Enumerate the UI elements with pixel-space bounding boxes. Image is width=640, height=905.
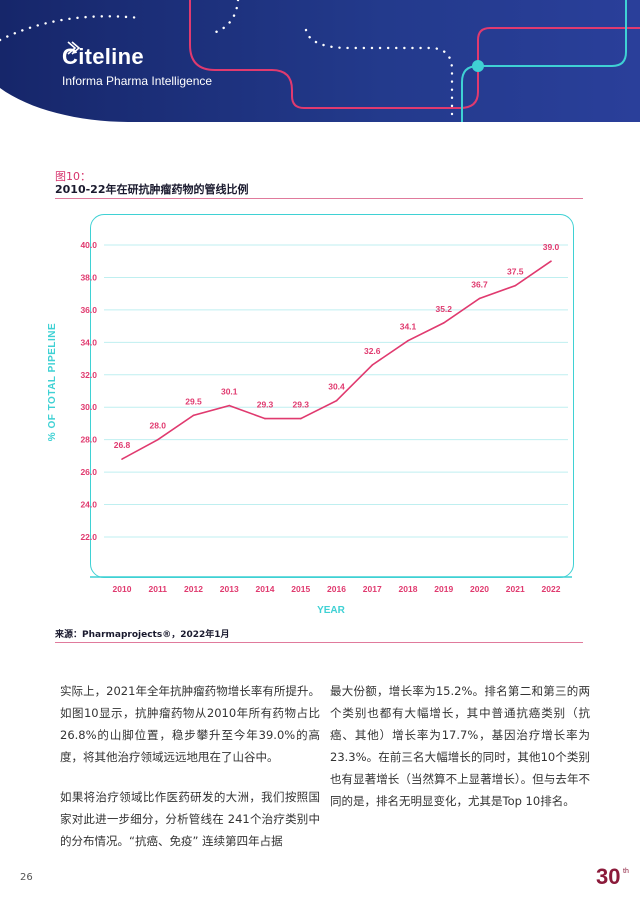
y-tick-label: 38.0 [80, 272, 97, 282]
data-label: 30.4 [328, 382, 345, 392]
x-axis-title: YEAR [317, 605, 346, 616]
x-tick-label: 2019 [434, 584, 453, 594]
data-point [156, 438, 159, 441]
paragraph: 实际上，2021年全年抗肿瘤药物增长率有所提升。如图10显示，抗肿瘤药物从201… [60, 684, 320, 764]
x-tick-label: 2012 [184, 584, 203, 594]
data-point [514, 284, 517, 287]
brand-subtitle: Informa Pharma Intelligence [62, 74, 213, 88]
body-column-left: 实际上，2021年全年抗肿瘤药物增长率有所提升。如图10显示，抗肿瘤药物从201… [60, 680, 320, 870]
figure-title: 2010-22年在研抗肿瘤药物的管线比例 [55, 183, 249, 196]
data-point [442, 322, 445, 324]
x-tick-label: 2015 [291, 584, 310, 594]
paragraph: 最大份额，增长率为15.2%。排名第二和第三的两个类别也都有大幅增长，其中普通抗… [330, 684, 590, 808]
data-point [407, 339, 409, 342]
data-label: 37.5 [507, 267, 524, 277]
data-point [192, 414, 195, 417]
data-point [335, 399, 338, 402]
data-label: 29.5 [185, 396, 202, 406]
line-chart: 40.0 38.0 36.0 34.0 32.0 30.0 28.0 26.0 24.0 22.0… [47, 240, 572, 616]
data-point [264, 417, 266, 420]
data-label: 26.8 [114, 440, 131, 450]
data-point [371, 364, 374, 366]
data-label: 28.0 [149, 421, 166, 431]
figure-source: 来源：Pharmaprojects®，2022年1月 [55, 630, 230, 640]
y-tick-label: 34.0 [80, 337, 97, 347]
body-column-right: 最大份额，增长率为15.2%。排名第二和第三的两个类别也都有大幅增长，其中普通抗… [330, 680, 590, 830]
y-tick-label: 32.0 [80, 370, 97, 380]
brand-block: Citeline Informa Pharma Intelligence [62, 41, 213, 88]
page-number: 26 [20, 872, 33, 883]
x-tick-label: 2013 [220, 584, 239, 594]
series-line [121, 260, 552, 460]
data-label: 32.6 [364, 346, 381, 356]
data-point [228, 404, 231, 407]
data-point [478, 297, 481, 300]
data-label: 36.7 [471, 280, 488, 290]
x-tick-label: 2010 [113, 584, 132, 594]
header-banner: Citeline Informa Pharma Intelligence [0, 0, 640, 122]
x-tick-label: 2014 [256, 584, 275, 594]
y-tick-label: 24.0 [80, 500, 97, 510]
figure-divider [55, 198, 583, 199]
y-tick-label: 26.0 [80, 467, 97, 477]
y-axis-title: % OF TOTAL PIPELINE [47, 323, 58, 441]
data-point [121, 458, 123, 460]
y-tick-label: 30.0 [80, 402, 97, 412]
x-tick-label: 2018 [399, 584, 418, 594]
source-divider [55, 642, 583, 643]
anniversary-logo: 30 th [596, 864, 629, 888]
data-label: 35.2 [435, 304, 452, 314]
y-tick-label: 22.0 [80, 532, 97, 542]
data-label: 34.1 [400, 322, 417, 332]
data-point [299, 417, 302, 420]
x-tick-label: 2017 [363, 584, 382, 594]
anniversary-number: 30 [596, 864, 620, 888]
header-graphic [0, 0, 640, 122]
x-tick-label: 2021 [506, 584, 525, 594]
y-tick-label: 40.0 [80, 240, 97, 250]
data-label: 39.0 [543, 242, 560, 252]
data-label: 30.1 [221, 387, 238, 397]
data-label: 29.3 [257, 400, 274, 410]
x-tick-label: 2011 [149, 584, 168, 594]
data-point [550, 260, 552, 263]
chevron-logo-icon [67, 41, 81, 55]
x-tick-label: 2020 [470, 584, 489, 594]
figure-label: 图10： [55, 170, 91, 183]
y-tick-label: 36.0 [80, 305, 97, 315]
y-tick-label: 28.0 [80, 435, 97, 445]
data-label: 29.3 [292, 400, 309, 410]
paragraph: 如果将治疗领域比作医药研发的大洲，我们按照国家对此进一步细分，分析管线在 241… [60, 790, 320, 848]
x-tick-label: 2016 [327, 584, 346, 594]
x-tick-label: 2022 [542, 584, 561, 594]
anniversary-sup: th [623, 868, 629, 875]
